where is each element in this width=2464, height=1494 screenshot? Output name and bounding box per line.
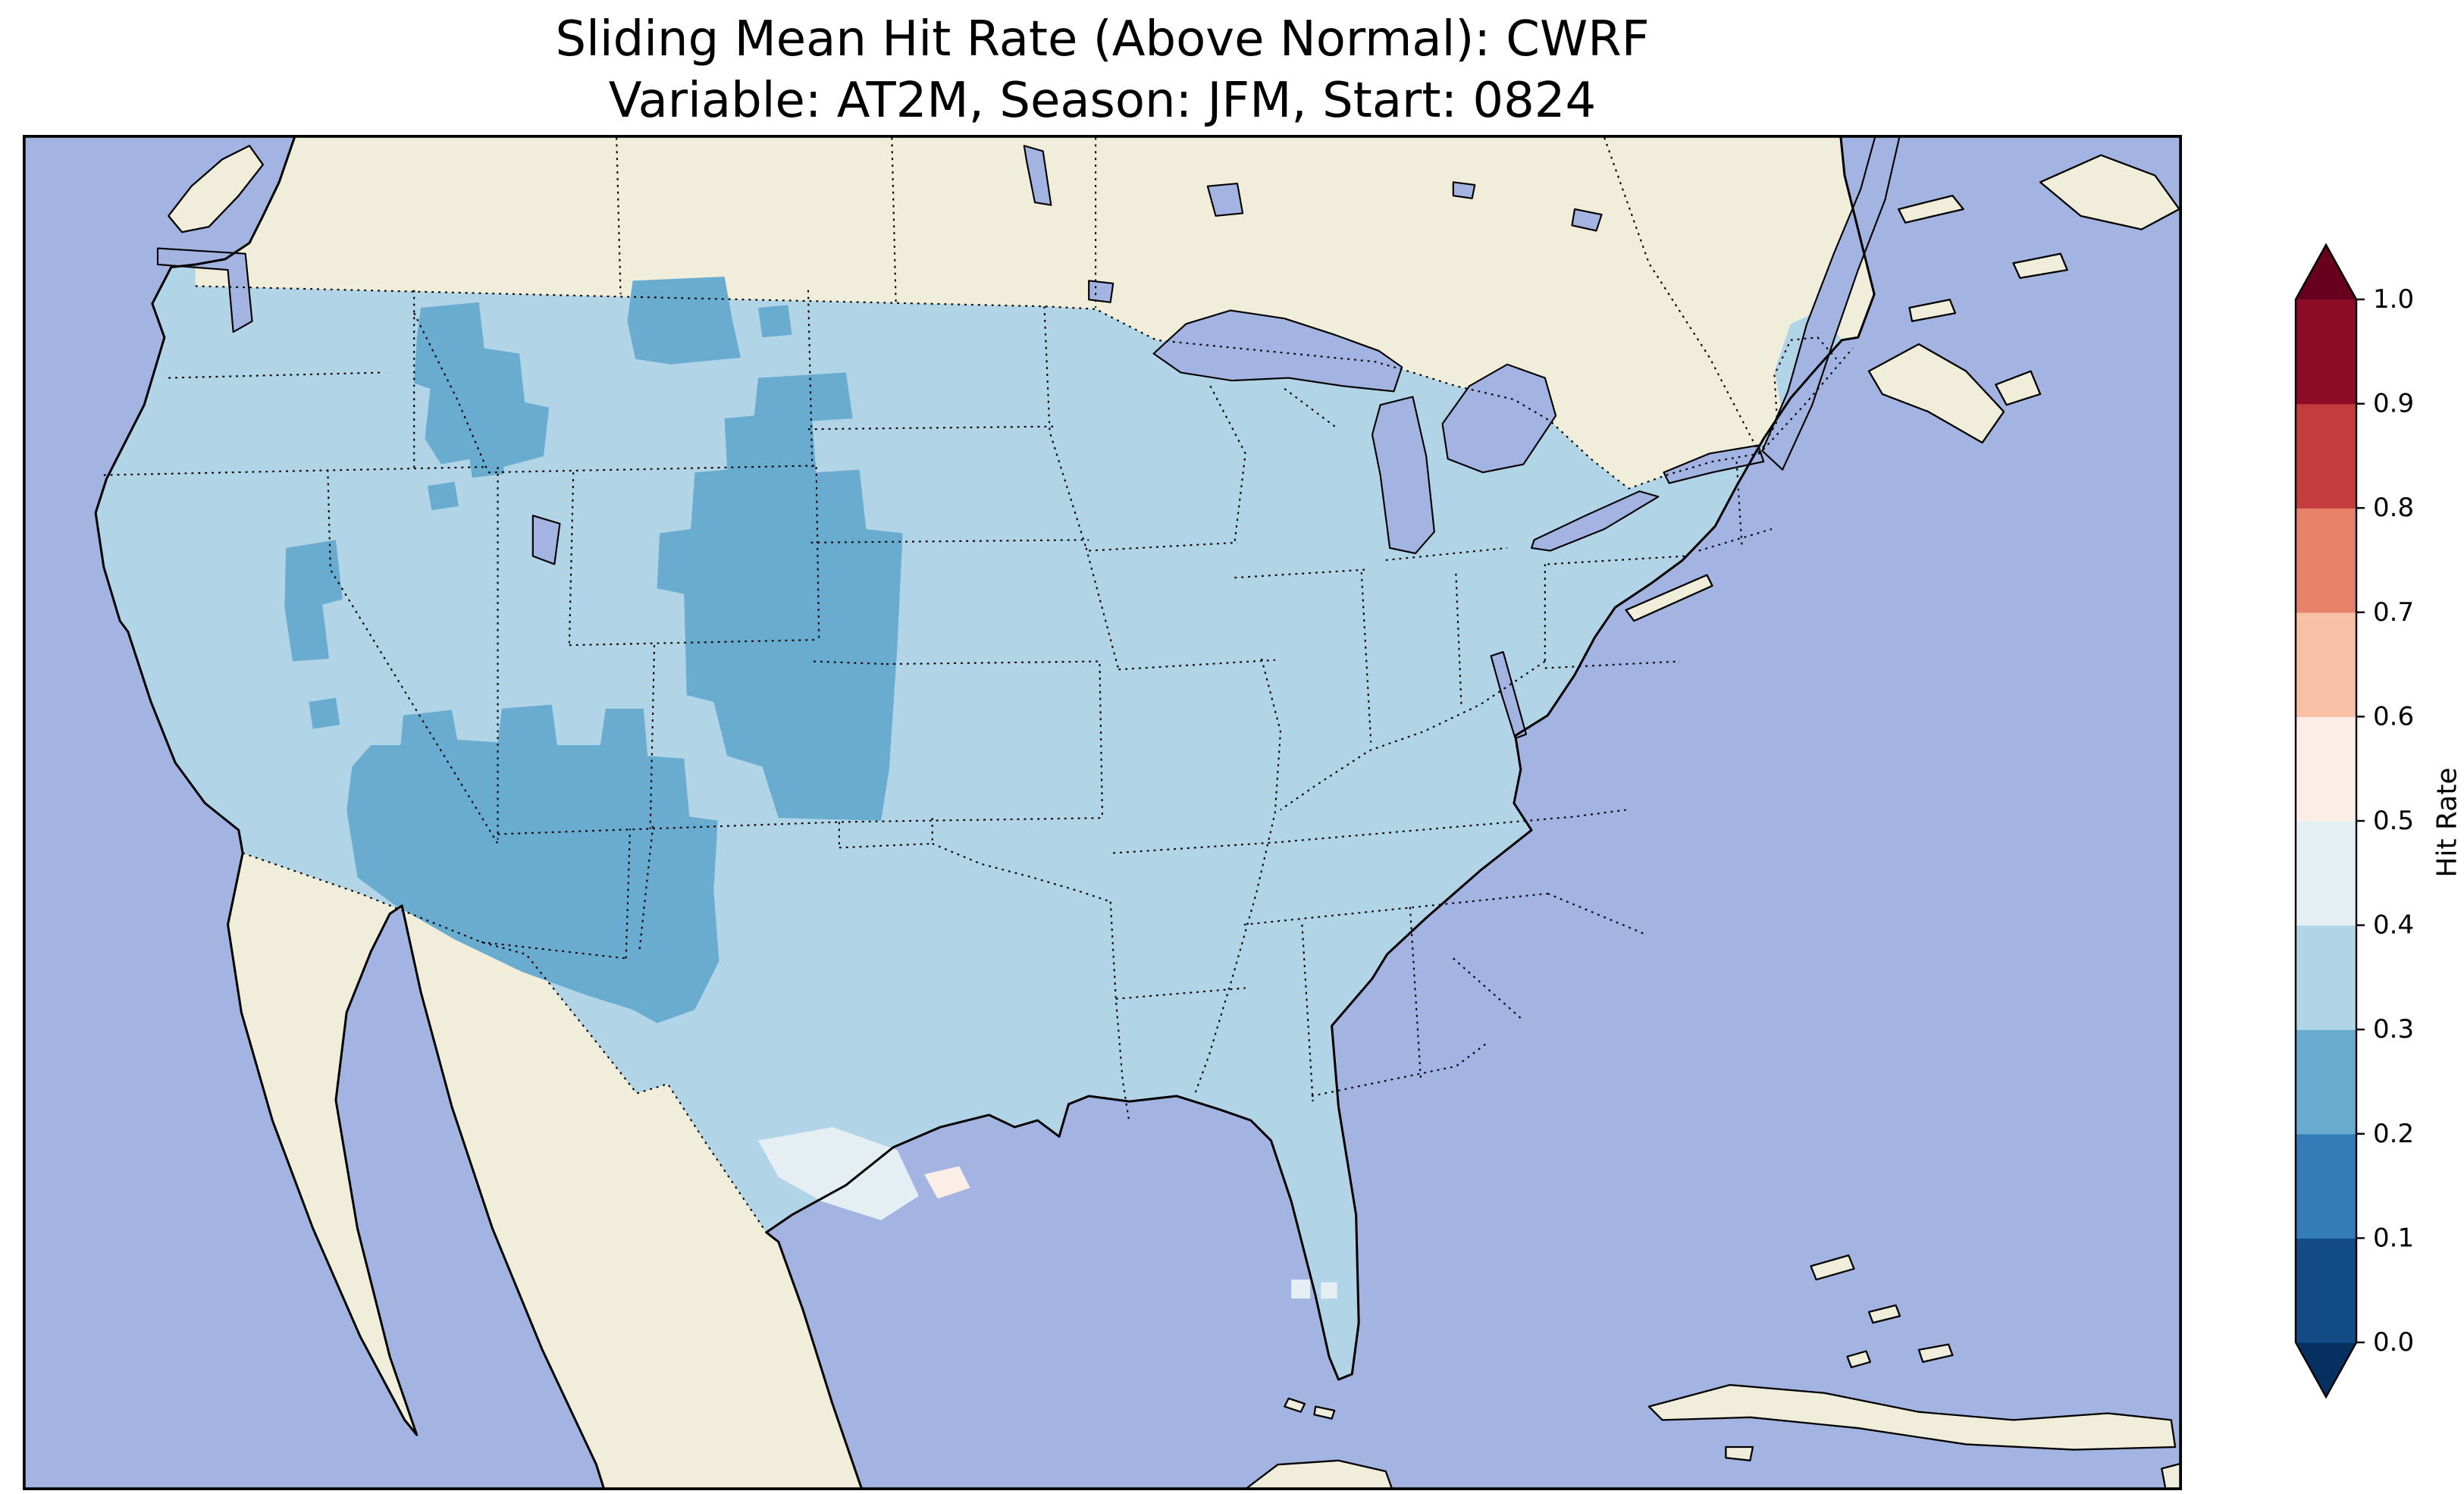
vancouver-island xyxy=(168,145,264,233)
patch-montana-cell xyxy=(758,305,792,338)
colorbar-band-0.9-1 xyxy=(2296,299,2356,405)
patch-nevada-cell xyxy=(309,697,340,729)
patch-colorado-wyoming-nebraska xyxy=(657,372,903,821)
gulf-island xyxy=(2012,252,2068,279)
colorbar-tick-label: 0.4 xyxy=(2373,910,2414,941)
patch-central-nevada xyxy=(284,540,343,662)
colorbar-tick-label: 0.1 xyxy=(2373,1223,2414,1253)
colorbar-band-0.7-0.8 xyxy=(2296,508,2356,613)
nova-scotia xyxy=(1867,343,2005,444)
lake-ontario xyxy=(1663,444,1765,484)
lake-michigan xyxy=(1371,396,1435,555)
figure-title: Sliding Mean Hit Rate (Above Normal): CW… xyxy=(23,9,2182,131)
colorbar-tick-label: 0.6 xyxy=(2373,701,2414,731)
water-bodies xyxy=(156,135,1901,740)
anticosti-island xyxy=(1898,194,1964,224)
map-canvas xyxy=(23,135,2182,1490)
colorbar-tick-label: 0.0 xyxy=(2373,1327,2414,1358)
colorbar-tick-label: 0.3 xyxy=(2373,1014,2414,1045)
great-salt-lake xyxy=(531,515,561,565)
prince-edward-island xyxy=(1908,299,1957,322)
colorbar-tick-label: 0.9 xyxy=(2373,389,2414,419)
chesapeake-bay xyxy=(1490,651,1527,740)
state-borders-northeast xyxy=(1544,461,1773,669)
colorbar-tick-label: 1.0 xyxy=(2373,284,2414,315)
colorbar-tick-label: 0.8 xyxy=(2373,493,2414,523)
islands xyxy=(168,145,2182,1490)
colorbar-band-0.3-0.4 xyxy=(2296,925,2356,1030)
patch-south-florida-cell-2 xyxy=(1321,1282,1337,1299)
lake-winnipeg xyxy=(1023,145,1052,206)
puget-sound-strait xyxy=(156,247,253,334)
colorbar-band-0.6-0.7 xyxy=(2296,612,2356,717)
coastline xyxy=(94,135,1876,1490)
colorbar-label: Hit Rate xyxy=(2431,767,2463,878)
florida-keys-2 xyxy=(1313,1405,1336,1420)
colorbar-band-0.8-0.9 xyxy=(2296,403,2356,509)
cape-breton-island xyxy=(1995,370,2042,406)
bahamas-1 xyxy=(1810,1254,1855,1281)
bahamas-2 xyxy=(1867,1304,1901,1324)
patch-north-montana xyxy=(627,276,741,365)
colorbar-band-0-0.1 xyxy=(2296,1238,2356,1343)
colorbar-under-arrow xyxy=(2296,1342,2356,1397)
colorbar-tick-label: 0.2 xyxy=(2373,1119,2414,1149)
colorbar: 0.0 0.1 0.2 0.3 0.4 0.5 0.6 0.7 0.8 0.9 1.0 xyxy=(2294,243,2414,1399)
state-borders-south xyxy=(1113,809,1645,1102)
colorbar-band-0.1-0.2 xyxy=(2296,1133,2356,1239)
bahamas-4 xyxy=(1846,1350,1871,1369)
patch-south-texas-coast xyxy=(758,1126,919,1220)
colorbar-band-0.4-0.5 xyxy=(2296,821,2356,926)
patch-south-florida-cell-1 xyxy=(1291,1279,1311,1299)
patch-idaho-west-montana xyxy=(414,302,550,468)
florida-keys-1 xyxy=(1284,1397,1306,1413)
hit-rate-patches-0.2-0.3 xyxy=(284,276,903,1023)
long-island xyxy=(1625,574,1713,622)
patch-utah-cell-2 xyxy=(428,481,459,511)
bahamas-3 xyxy=(1917,1343,1954,1363)
canadian-lake-1 xyxy=(1571,208,1603,232)
yucatan-tip xyxy=(1243,1459,1393,1490)
isla-juventud xyxy=(1725,1445,1754,1461)
colorbar-band-0.5-0.6 xyxy=(2296,716,2356,822)
colorbar-ticks: 0.0 0.1 0.2 0.3 0.4 0.5 0.6 0.7 0.8 0.9 1.0 xyxy=(2356,284,2414,1358)
map-frame xyxy=(23,135,2182,1490)
hispaniola-edge xyxy=(2161,1462,2182,1490)
lake-superior xyxy=(1152,309,1403,393)
hit-rate-patches-0.4-0.5 xyxy=(758,1126,1337,1299)
colorbar-bands xyxy=(2294,243,2358,1399)
patch-texas-gulf-pocket xyxy=(924,1166,970,1199)
st-lawrence-river xyxy=(1761,135,1901,471)
cuba xyxy=(1647,1383,2177,1451)
state-borders-west xyxy=(103,290,1130,1123)
colorbar-tick-label: 0.5 xyxy=(2373,806,2414,836)
colorbar-band-0.2-0.3 xyxy=(2296,1029,2356,1135)
international-borders xyxy=(195,137,1854,1233)
lake-of-the-woods xyxy=(1088,280,1114,303)
state-borders-midwest xyxy=(1043,306,1546,1097)
hit-rate-patches-0.5-0.6 xyxy=(924,1166,970,1199)
colorbar-over-arrow xyxy=(2296,245,2356,299)
colorbar-tick-label: 0.7 xyxy=(2373,597,2414,628)
canadian-lake-2 xyxy=(1452,181,1476,199)
title-line2: Variable: AT2M, Season: JFM, Start: 0824 xyxy=(608,72,1597,129)
lake-erie xyxy=(1530,490,1660,552)
title-line1: Sliding Mean Hit Rate (Above Normal): CW… xyxy=(555,11,1650,67)
borders xyxy=(103,137,1854,1233)
patch-utah-cell-1 xyxy=(468,443,505,478)
lake-nipigon xyxy=(1206,183,1244,217)
lake-huron xyxy=(1441,363,1557,474)
